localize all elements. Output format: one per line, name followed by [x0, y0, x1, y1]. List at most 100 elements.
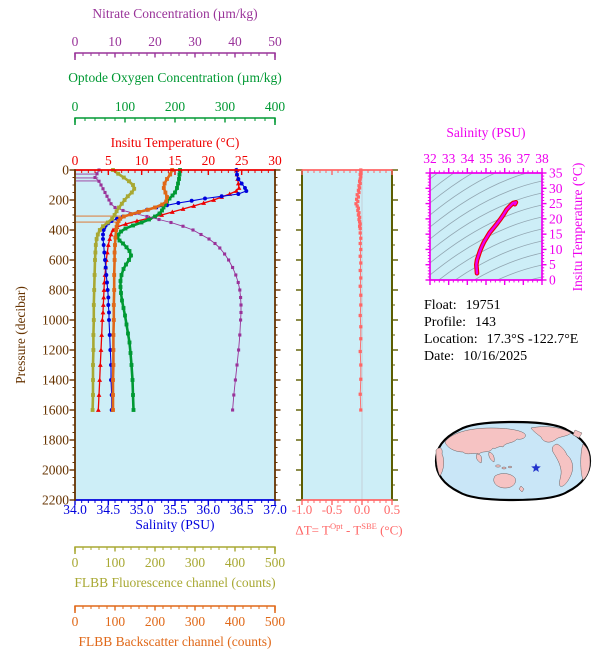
ts-temperature-axis-title: Insitu Temperature (°C): [570, 162, 585, 292]
svg-text:400: 400: [49, 223, 70, 238]
svg-text:1800: 1800: [42, 433, 69, 448]
svg-text:20: 20: [549, 211, 563, 226]
info-label: Float:: [424, 298, 457, 313]
backscatter-axis-title: FLBB Backscatter channel (counts): [78, 634, 272, 649]
svg-text:30: 30: [188, 34, 202, 49]
svg-text:-1.0: -1.0: [292, 502, 313, 517]
svg-text:10: 10: [135, 153, 149, 168]
svg-text:200: 200: [49, 193, 70, 208]
svg-text:600: 600: [49, 253, 70, 268]
svg-text:1200: 1200: [42, 343, 69, 358]
float-info: Float: 19751 Profile: 143 Location: 17.3°S …: [424, 298, 578, 366]
svg-text:35: 35: [549, 166, 563, 181]
svg-text:300: 300: [215, 99, 236, 114]
svg-text:1400: 1400: [42, 373, 69, 388]
temperature-axis-title: Insitu Temperature (°C): [110, 135, 240, 150]
svg-text:36.5: 36.5: [230, 502, 254, 517]
svg-text:32: 32: [423, 151, 437, 166]
svg-text:300: 300: [185, 555, 206, 570]
svg-text:-0.5: -0.5: [322, 502, 343, 517]
main-profile-plot: 0 5 10 15 20 25 30 34.0 34.5 35.0 35.5 36.0 36.5 37.0…: [42, 153, 287, 517]
svg-text:20: 20: [148, 34, 162, 49]
svg-text:0: 0: [62, 163, 69, 178]
svg-text:200: 200: [165, 99, 186, 114]
svg-text:25: 25: [235, 153, 249, 168]
svg-text:100: 100: [105, 614, 126, 629]
svg-text:300: 300: [185, 614, 206, 629]
world-map: [434, 420, 592, 502]
svg-text:0: 0: [72, 555, 79, 570]
svg-text:10: 10: [108, 34, 122, 49]
svg-text:35: 35: [479, 151, 493, 166]
svg-text:2200: 2200: [42, 493, 69, 508]
info-value: 143: [475, 315, 496, 330]
svg-text:0: 0: [72, 34, 79, 49]
svg-text:400: 400: [225, 614, 246, 629]
delta-t-axis-title: ΔT= TOpt - TSBE (°C): [295, 521, 403, 538]
svg-text:2000: 2000: [42, 463, 69, 478]
svg-text:800: 800: [49, 283, 70, 298]
svg-text:50: 50: [268, 34, 282, 49]
svg-text:34.5: 34.5: [97, 502, 121, 517]
svg-text:400: 400: [265, 99, 286, 114]
svg-text:1600: 1600: [42, 403, 69, 418]
pressure-axis-title: Pressure (decibar): [13, 286, 28, 384]
fluorescence-axis-title: FLBB Fluorescence channel (counts): [74, 575, 276, 590]
svg-text:30: 30: [549, 181, 563, 196]
delta-t-plot: -1.0 -0.5 0.0 0.5: [292, 168, 400, 517]
svg-text:5: 5: [549, 257, 556, 272]
svg-text:15: 15: [168, 153, 182, 168]
salinity-axis-title: Salinity (PSU): [135, 517, 215, 532]
svg-text:500: 500: [265, 555, 286, 570]
nitrate-axis-title: Nitrate Concentration (µm/kg): [92, 6, 258, 21]
svg-text:400: 400: [225, 555, 246, 570]
svg-text:20: 20: [202, 153, 216, 168]
info-label: Date:: [424, 349, 455, 364]
svg-text:500: 500: [265, 614, 286, 629]
svg-text:37: 37: [517, 151, 531, 166]
svg-text:25: 25: [549, 196, 563, 211]
float-info-line: Profile: 143: [424, 315, 578, 331]
svg-text:37.0: 37.0: [263, 502, 287, 517]
svg-text:0: 0: [72, 153, 79, 168]
svg-text:100: 100: [115, 99, 136, 114]
svg-text:35.5: 35.5: [163, 502, 187, 517]
info-label: Location:: [424, 332, 478, 347]
float-info-line: Location: 17.3°S -122.7°E: [424, 332, 578, 348]
flbb-axes: 0 100 200 300 400 500 0 100 200 300 400 500: [72, 546, 286, 629]
svg-text:38: 38: [535, 151, 549, 166]
info-label: Profile:: [424, 315, 466, 330]
overlay-axes: 0 10 20 30 40 50 0 100 200 300 400: [72, 34, 286, 125]
svg-text:0: 0: [72, 614, 79, 629]
svg-text:200: 200: [145, 555, 166, 570]
ts-salinity-axis-title: Salinity (PSU): [446, 125, 526, 140]
svg-text:34.0: 34.0: [63, 502, 87, 517]
info-value: 10/16/2025: [463, 349, 528, 364]
svg-text:15: 15: [549, 227, 563, 242]
svg-text:200: 200: [145, 614, 166, 629]
float-location-star: [531, 463, 541, 472]
svg-text:1000: 1000: [42, 313, 69, 328]
svg-text:10: 10: [549, 242, 563, 257]
svg-text:35.0: 35.0: [130, 502, 154, 517]
svg-text:5: 5: [105, 153, 112, 168]
map-landmasses: [435, 426, 591, 493]
info-value: 19751: [465, 298, 501, 313]
info-value: 17.3°S -122.7°E: [486, 332, 579, 347]
float-info-line: Date: 10/16/2025: [424, 349, 578, 365]
svg-text:40: 40: [228, 34, 242, 49]
svg-text:0.5: 0.5: [384, 502, 400, 517]
svg-text:0.0: 0.0: [354, 502, 370, 517]
oxygen-axis-title: Optode Oxygen Concentration (µm/kg): [68, 70, 282, 85]
svg-text:33: 33: [442, 151, 456, 166]
float-info-line: Float: 19751: [424, 298, 578, 314]
svg-text:100: 100: [105, 555, 126, 570]
svg-text:36: 36: [498, 151, 512, 166]
svg-text:0: 0: [72, 99, 79, 114]
svg-text:0: 0: [549, 273, 556, 288]
svg-text:36.0: 36.0: [197, 502, 221, 517]
svg-text:30: 30: [268, 153, 282, 168]
